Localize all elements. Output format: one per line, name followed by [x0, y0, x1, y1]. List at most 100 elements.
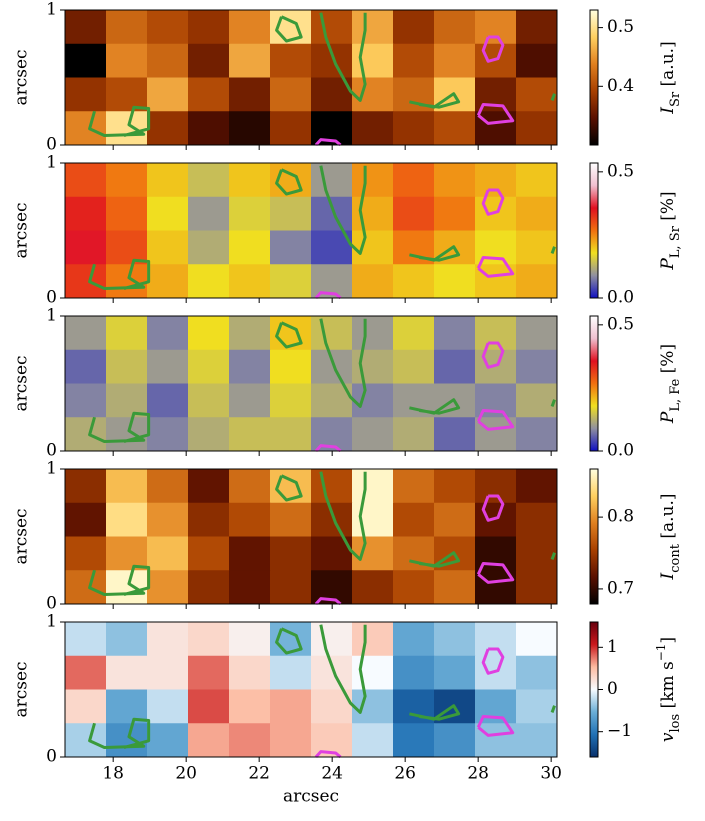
heatmap-cell	[352, 316, 394, 351]
y-tick-label: 1	[46, 0, 57, 20]
y-axis-label: arcsec	[12, 355, 32, 411]
heatmap-cell	[434, 10, 476, 45]
heatmap-cell	[434, 264, 476, 299]
label-part: los	[668, 714, 683, 733]
heatmap-cell	[147, 723, 189, 758]
heatmap-cell	[434, 349, 476, 384]
colorbar-tick-label: 0	[607, 679, 618, 699]
heatmap-cell	[270, 536, 312, 571]
heatmap-cell	[352, 196, 394, 231]
colorbar-tick-label: 0.5	[607, 17, 634, 37]
heatmap-cell	[229, 316, 271, 351]
contour	[314, 597, 342, 606]
heatmap-cell	[393, 43, 435, 78]
colorbar	[589, 315, 599, 452]
x-tick-label: 20	[175, 764, 197, 784]
contour	[409, 245, 461, 262]
heatmap-cell	[106, 316, 148, 351]
contour	[314, 750, 342, 759]
panel: 18 20 22 24 26 28 30 0 1 arcsec arcsec −1 0 1 vlos [km…	[12, 612, 684, 807]
heatmap-cell	[516, 264, 558, 299]
colorbar-tick-label: 0.0	[607, 441, 634, 461]
heatmap-cell	[188, 502, 230, 537]
heatmap-cell	[65, 163, 107, 198]
heatmap-cell	[65, 316, 107, 351]
heatmap-cell	[516, 196, 558, 231]
heatmap-cell	[229, 43, 271, 78]
colorbar	[589, 162, 599, 299]
heatmap-cell	[65, 689, 107, 724]
heatmap-cell	[516, 349, 558, 384]
heatmap-cell	[188, 196, 230, 231]
heatmap-cell	[147, 536, 189, 571]
y-tick-label: 0	[46, 594, 57, 614]
heatmap-cell	[147, 622, 189, 657]
heatmap-cell	[106, 570, 148, 605]
label-part: −1	[654, 644, 668, 662]
colorbar-tick-label: 0.8	[607, 507, 634, 527]
contour	[275, 168, 303, 196]
heatmap-cell	[229, 723, 271, 758]
heatmap-cell	[352, 417, 394, 452]
heatmap-cell	[229, 264, 271, 299]
heatmap-cell	[475, 469, 517, 504]
heatmap-cell	[229, 196, 271, 231]
heatmap-cell	[270, 349, 312, 384]
heatmap-cell	[434, 43, 476, 78]
colorbar	[589, 468, 599, 605]
heatmap-cell	[229, 77, 271, 112]
heatmap-cell	[516, 43, 558, 78]
contour	[550, 552, 556, 560]
heatmap-cell	[106, 43, 148, 78]
heatmap-cell	[106, 196, 148, 231]
heatmap-cell	[434, 163, 476, 198]
contour	[314, 291, 342, 300]
heatmap-cell	[516, 570, 558, 605]
heatmap-cell	[475, 10, 517, 45]
heatmap-cell	[393, 10, 435, 45]
contour	[319, 165, 367, 255]
heatmap-cell	[475, 622, 517, 657]
heatmap-cell	[270, 655, 312, 690]
heatmap-cell	[65, 622, 107, 657]
heatmap-cell	[393, 111, 435, 146]
contour	[476, 715, 515, 737]
contour	[88, 717, 151, 750]
heatmap-cell	[106, 689, 148, 724]
heatmap-cell	[311, 469, 353, 504]
label-part: [a.u.]	[658, 41, 678, 92]
contour	[314, 138, 342, 147]
heatmap-cell	[188, 655, 230, 690]
heatmap-cell	[352, 502, 394, 537]
contours	[88, 318, 556, 453]
heatmap-cell	[65, 655, 107, 690]
y-axis-label: arcsec	[12, 202, 32, 258]
heatmap-cell	[147, 502, 189, 537]
heatmap-cell	[65, 264, 107, 299]
contour	[481, 647, 505, 675]
heatmap-cell	[352, 469, 394, 504]
plot-frame	[64, 162, 558, 299]
label-part: v	[658, 732, 678, 742]
heatmap-cell	[229, 383, 271, 418]
heatmap-cell	[65, 43, 107, 78]
heatmap-cell	[147, 417, 189, 452]
heatmap-cell	[270, 196, 312, 231]
contour	[550, 399, 556, 407]
colorbar-tick-label: 0.7	[607, 578, 634, 598]
heatmap-cell	[65, 723, 107, 758]
heatmap-cell	[393, 502, 435, 537]
heatmap-cell	[270, 689, 312, 724]
heatmap-cell	[106, 230, 148, 265]
heatmap-cell	[65, 349, 107, 384]
label-part: P	[658, 258, 678, 271]
label-part: Sr	[668, 91, 683, 107]
heatmap-cell	[188, 417, 230, 452]
heatmap-cell	[65, 536, 107, 571]
heatmap-cell	[270, 43, 312, 78]
y-tick-label: 1	[46, 306, 57, 326]
heatmap-cell	[229, 570, 271, 605]
heatmap-cell	[311, 622, 353, 657]
heatmap-cell	[393, 163, 435, 198]
